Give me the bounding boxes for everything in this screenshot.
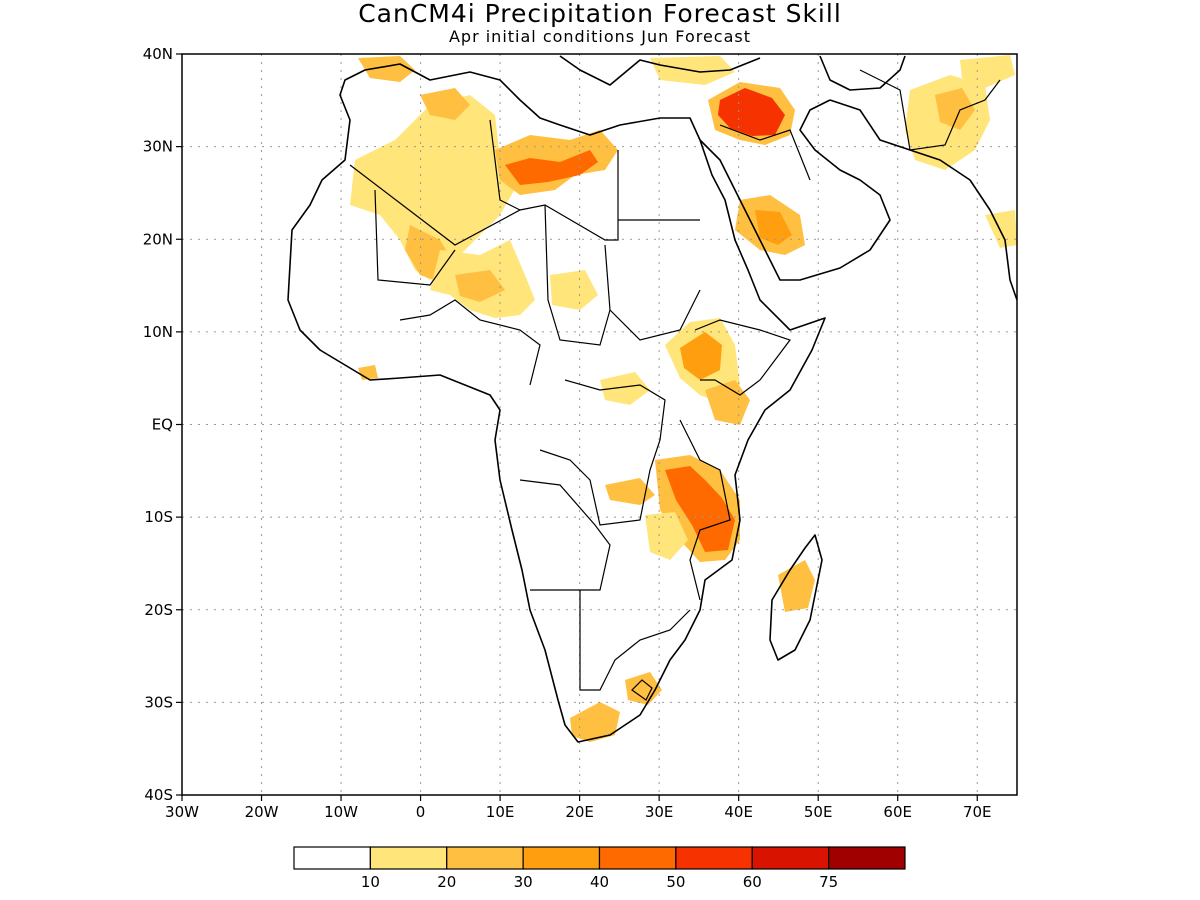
- border-ethiopia: [694, 319, 791, 396]
- colorbar-swatch: [828, 846, 906, 870]
- border-iran: [859, 69, 1001, 151]
- skill-region-india-west: [985, 210, 1017, 248]
- skill-region-zambia: [645, 512, 688, 560]
- colorbar-swatch: [446, 846, 524, 870]
- skill-region-sudan-west: [550, 270, 598, 310]
- lon-tick-label: 0: [416, 803, 426, 821]
- skill-region-pakistan: [960, 55, 1015, 88]
- border-angola: [519, 479, 611, 591]
- colorbar-label: 20: [437, 873, 456, 891]
- border-middle-east: [719, 124, 811, 181]
- colorbar-label: 30: [514, 873, 533, 891]
- lat-tick-label: EQ: [152, 416, 173, 434]
- lat-tick-label: 30S: [144, 693, 173, 711]
- map-subtitle: Apr initial conditions Jun Forecast: [448, 27, 752, 46]
- colorbar-label: 40: [590, 873, 609, 891]
- skill-shading: [350, 55, 1017, 742]
- skill-region-atlas: [420, 88, 470, 120]
- coastline-africa: [287, 63, 826, 743]
- lat-tick-label: 20S: [144, 601, 173, 619]
- skill-region-morocco-north: [358, 56, 415, 82]
- skill-region-lesotho: [625, 672, 662, 705]
- colorbar-label: 60: [743, 873, 762, 891]
- coastlines: [287, 55, 1017, 743]
- colorbar-swatch: [675, 846, 753, 870]
- skill-region-iraq-core: [718, 88, 785, 136]
- skill-region-madagascar: [778, 560, 815, 612]
- lat-tick-label: 10N: [143, 323, 173, 341]
- colorbar-swatch: [751, 846, 830, 870]
- skill-region-libya-core: [505, 150, 598, 185]
- colorbar-swatch: [598, 846, 677, 870]
- coastline-caspian: [819, 55, 906, 91]
- border-sahara-3: [489, 119, 521, 211]
- skill-region-niger-core: [455, 270, 505, 302]
- lon-tick-label: 20W: [245, 803, 279, 821]
- skill-region-ethiopia-core: [680, 332, 722, 380]
- coastline-madagascar: [769, 534, 823, 661]
- lat-tick-label: 10S: [144, 508, 173, 526]
- lon-tick-label: 30W: [165, 803, 199, 821]
- coastline-arabia: [699, 99, 891, 281]
- skill-region-afghan-core: [935, 88, 975, 130]
- lon-tick-label: 30E: [645, 803, 674, 821]
- skill-region-arabia-core: [755, 210, 792, 245]
- lon-tick-label: 50E: [804, 803, 833, 821]
- colorbar-label: 10: [361, 873, 380, 891]
- lon-tick-label: 70E: [963, 803, 992, 821]
- colorbar-swatch: [293, 846, 371, 870]
- skill-region-tanzania-core: [665, 466, 735, 552]
- lat-axis: 40N 30N 20N 10N EQ 10S 20S 30S 40S: [143, 45, 182, 804]
- lat-tick-label: 20N: [143, 230, 173, 248]
- lon-tick-label: 10W: [324, 803, 358, 821]
- lon-tick-label: 60E: [883, 803, 912, 821]
- coastline-mediterranean-north: [559, 55, 761, 86]
- lon-tick-label: 20E: [565, 803, 594, 821]
- coastline-iran-pakistan: [829, 99, 1017, 301]
- lon-tick-label: 40E: [724, 803, 753, 821]
- skill-region-sahara-west: [350, 95, 520, 280]
- border-west-africa: [399, 299, 541, 386]
- lon-axis: 30W 20W 10W 0 10E 20E 30E 40E 50E 60E 70E: [165, 795, 992, 821]
- colorbar-label: 50: [666, 873, 685, 891]
- skill-region-central-africa: [600, 372, 650, 405]
- lat-tick-label: 40N: [143, 45, 173, 63]
- border-namibia: [579, 590, 691, 691]
- lat-tick-label: 40S: [144, 786, 173, 804]
- skill-region-south-africa: [570, 702, 620, 742]
- border-sudan: [609, 289, 701, 341]
- colorbar-swatch: [369, 846, 448, 870]
- border-east-africa: [679, 419, 731, 601]
- skill-region-congo-east: [605, 478, 655, 505]
- lat-tick-label: 30N: [143, 138, 173, 156]
- colorbar-label: 75: [819, 873, 838, 891]
- border-chad: [544, 204, 611, 346]
- map-title: CanCM4i Precipitation Forecast Skill: [358, 0, 842, 28]
- map-gridlines: [182, 54, 1017, 795]
- lon-tick-label: 10E: [486, 803, 515, 821]
- colorbar-swatch: [522, 846, 601, 870]
- country-borders: [349, 69, 1001, 701]
- border-sahara-2: [374, 189, 456, 286]
- colorbar-legend: 10 20 30 40 50 60 75: [293, 846, 906, 891]
- border-congo: [539, 379, 666, 526]
- border-lesotho: [631, 679, 653, 701]
